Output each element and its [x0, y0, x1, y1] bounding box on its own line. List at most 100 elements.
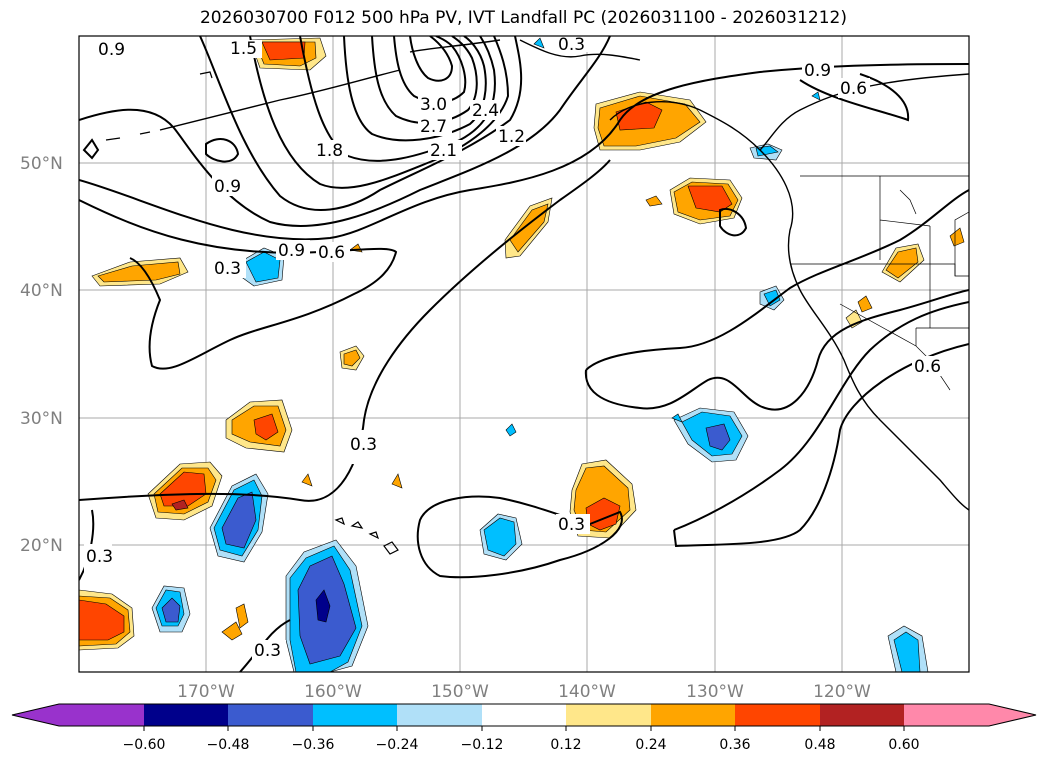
lon-label: 140°W	[558, 682, 616, 702]
pv-contour	[584, 289, 969, 411]
colorbar-segment	[651, 704, 735, 726]
plot-title: 2026030700 F012 500 hPa PV, IVT Landfall…	[199, 8, 847, 28]
ivt-blob-pos	[593, 91, 707, 151]
pv-contour-label: 0.6	[840, 79, 867, 99]
ivt-blob-pos	[669, 177, 743, 225]
lat-label: 30°N	[20, 409, 63, 429]
colorbar-segment	[144, 704, 228, 726]
colorbar-tick-label: −0.36	[292, 737, 335, 753]
colorbar-segment	[820, 704, 904, 726]
borders	[790, 175, 969, 391]
map-panel: 0.9 1.5 0.3 0.9 0.6 3.0 2.7 2.4 2.1 1.2 …	[79, 35, 969, 672]
pv-contour	[79, 199, 398, 370]
colorbar-segment	[59, 704, 144, 726]
border	[879, 176, 969, 329]
pv-contour-label: 0.3	[86, 547, 113, 567]
colorbar-tick-label: 0.36	[719, 737, 750, 753]
pv-contour	[343, 36, 487, 142]
island	[105, 131, 151, 141]
island	[383, 541, 399, 555]
pv-contour	[673, 343, 969, 548]
pv-contour-label: 0.3	[214, 259, 241, 279]
coastline	[609, 101, 969, 511]
ivt-blob-neg	[479, 513, 523, 561]
pv-contour-label: 1.2	[498, 127, 525, 147]
lon-label: 120°W	[813, 682, 871, 702]
pv-contour-label: 3.0	[420, 95, 447, 115]
ivt-blob-pos	[339, 345, 365, 371]
colorbar-segment	[735, 704, 820, 726]
colorbar-segment	[228, 704, 313, 726]
colorbar-ticks	[143, 726, 905, 731]
pv-contour-label: 0.3	[254, 641, 281, 661]
pv-contour	[416, 495, 623, 579]
pv-contour	[799, 73, 910, 122]
colorbar-tick-label: −0.48	[207, 737, 250, 753]
colorbar-tick-label: 0.24	[635, 737, 666, 753]
coastline	[519, 39, 641, 61]
colorbar-tick-label: −0.60	[123, 737, 166, 753]
colorbar-tick-label: −0.24	[376, 737, 419, 753]
ivt-blob-neg	[239, 247, 285, 287]
pv-contour-label: 2.1	[430, 141, 457, 161]
colorbar-over-segment	[989, 704, 1036, 726]
pv-contour-label: 0.6	[318, 243, 345, 263]
colorbar-outline	[11, 703, 1037, 727]
pv-contour	[719, 208, 748, 237]
colorbar: −0.60 −0.48 −0.36 −0.24 −0.12 0.12 0.24 …	[11, 703, 1037, 753]
ivt-blob-pos	[147, 461, 223, 521]
pv-contour-labels: 0.9 1.5 0.3 0.9 0.6 3.0 2.7 2.4 2.1 1.2 …	[84, 35, 946, 661]
gridlines	[79, 36, 969, 672]
pv-contour	[585, 189, 969, 371]
ivt-blob-neg	[887, 625, 929, 672]
colorbar-under-segment	[12, 704, 59, 726]
colorbar-segment	[566, 704, 651, 726]
map-frame	[78, 35, 970, 673]
island	[350, 521, 364, 529]
lat-label: 20°N	[20, 536, 63, 556]
colorbar-segment	[397, 704, 482, 726]
colorbar-tick-label: −0.12	[461, 737, 504, 753]
border	[899, 189, 917, 215]
pv-contour-label: 0.3	[350, 435, 377, 455]
pv-contour	[371, 36, 478, 125]
ivt-blob-pos	[225, 399, 293, 453]
ivt-blob-pos	[79, 589, 135, 651]
pv-contour-label: 1.5	[230, 39, 257, 59]
colorbar-tick-label: 0.48	[804, 737, 835, 753]
ivt-blob-pos	[249, 37, 327, 71]
pv-contour-label: 0.6	[914, 357, 941, 377]
lon-label: 130°W	[686, 682, 744, 702]
colorbar-tick-labels: −0.60 −0.48 −0.36 −0.24 −0.12 0.12 0.24 …	[123, 737, 920, 753]
pv-contour-label: 0.9	[804, 61, 831, 81]
pv-contour-label: 1.8	[316, 141, 343, 161]
ivt-blob-neg	[505, 37, 821, 437]
pv-contour	[199, 36, 523, 211]
islands	[105, 71, 399, 555]
pv-contour-label: 0.3	[558, 35, 585, 55]
lat-labels: 50°N 40°N 30°N 20°N	[20, 154, 63, 556]
pv-contour	[79, 63, 969, 241]
pv-contour	[249, 36, 510, 189]
colorbar-segment	[313, 704, 397, 726]
pv-contour	[205, 138, 240, 163]
pv-contour-label: 0.9	[98, 40, 125, 60]
ivt-blob-neg	[285, 539, 369, 672]
coastline	[409, 39, 501, 53]
pv-contour-label: 0.9	[278, 241, 305, 261]
coastlines	[159, 39, 969, 511]
lon-labels: 170°W 160°W 150°W 140°W 130°W 120°W	[177, 682, 871, 702]
pv-contour-label: 2.4	[472, 101, 499, 121]
colorbar-tick-label: 0.60	[888, 737, 919, 753]
pv-contour	[393, 36, 467, 104]
coastline	[159, 69, 401, 131]
colorbar-segment	[904, 704, 989, 726]
pv-contour	[82, 138, 100, 160]
border	[954, 211, 969, 276]
ivt-blob-neg	[151, 585, 191, 633]
pv-contour-label: 0.9	[214, 177, 241, 197]
ivt-blob-pos	[881, 243, 925, 283]
pv-contour	[79, 36, 611, 227]
pv-contour-label: 0.3	[558, 515, 585, 535]
